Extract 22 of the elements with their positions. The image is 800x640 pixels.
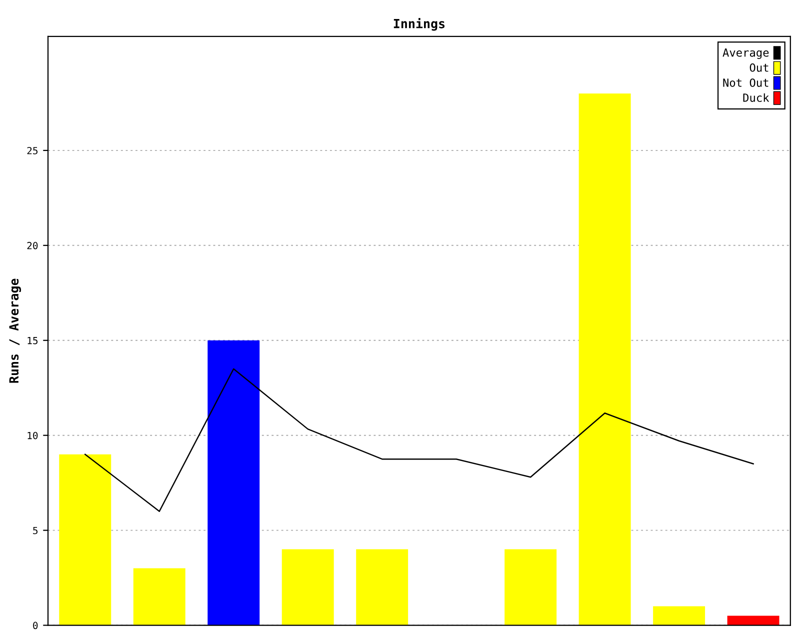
y-tick-label: 10 [28, 432, 38, 440]
legend-label: Average [722, 48, 769, 59]
bar [133, 568, 186, 626]
bar [578, 93, 631, 626]
legend-label: Out [750, 63, 768, 72]
legend-label: Not Out [723, 78, 768, 87]
y-tick-label: 5 [33, 526, 38, 534]
y-tick-label: 15 [28, 337, 38, 344]
y-axis-title: Runs / Average [9, 278, 22, 383]
bar [282, 549, 334, 626]
bar [727, 616, 780, 626]
bar [356, 549, 408, 626]
y-tick-label: 20 [27, 242, 38, 250]
y-tick-label: 25 [27, 146, 38, 154]
chart-title: Innings [394, 18, 445, 31]
y-tick-label: 0 [33, 622, 38, 630]
bar [653, 606, 706, 626]
bar [208, 340, 260, 626]
legend-label: Duck [743, 93, 770, 102]
bar [504, 549, 557, 626]
line-series [84, 368, 754, 512]
bar [59, 454, 112, 626]
